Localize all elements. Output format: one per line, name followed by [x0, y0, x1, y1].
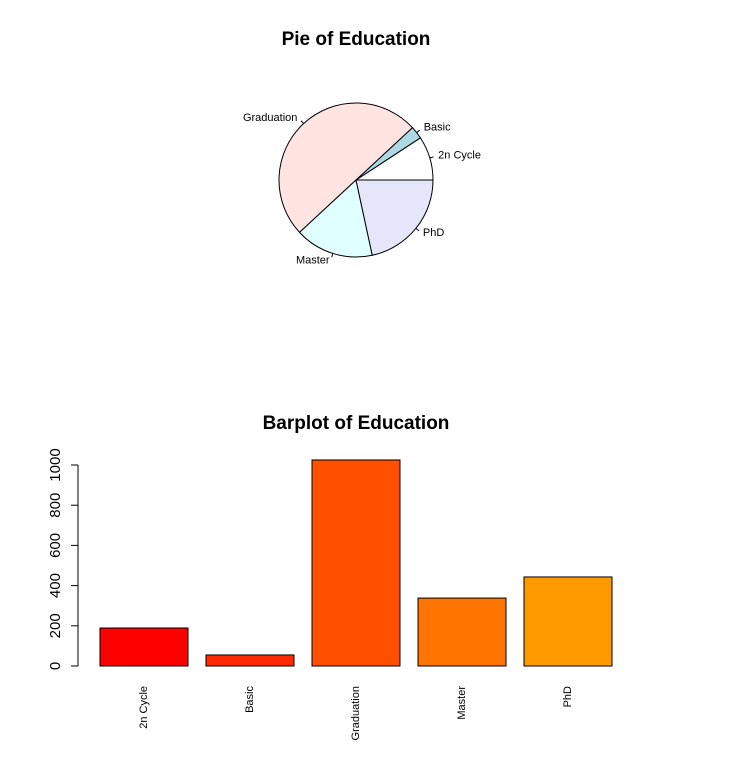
pie-title: Pie of Education: [282, 29, 431, 50]
y-tick-label: 1000: [47, 448, 64, 481]
bar: [99, 627, 189, 667]
x-tick-label: Master: [456, 686, 468, 720]
pie-slice: [298, 179, 373, 258]
bar-title: Barplot of Education: [263, 413, 450, 434]
bar: [417, 597, 507, 667]
y-tick-label: 600: [47, 533, 64, 558]
y-tick-label: 0: [47, 662, 64, 670]
y-tick-label: 800: [47, 493, 64, 518]
y-tick-label: 400: [47, 573, 64, 598]
pie-label: Master: [296, 255, 330, 267]
pie-label: Graduation: [243, 112, 297, 124]
y-tick-label: 200: [47, 613, 64, 638]
bar: [205, 654, 295, 667]
pie-label: 2n Cycle: [438, 150, 481, 162]
x-tick-label: Graduation: [350, 686, 362, 740]
label-tick: [429, 156, 434, 159]
pie-label: PhD: [423, 227, 444, 239]
label-tick: [416, 129, 421, 133]
label-tick: [331, 253, 334, 258]
x-tick-label: PhD: [562, 686, 574, 707]
bar: [523, 576, 613, 667]
label-tick: [415, 227, 420, 232]
x-tick-label: Basic: [244, 686, 256, 713]
pie-label: Basic: [424, 122, 451, 134]
pie-slice: [355, 179, 434, 256]
bar: [311, 459, 401, 667]
label-tick: [300, 120, 305, 124]
x-tick-label: 2n Cycle: [138, 686, 150, 729]
